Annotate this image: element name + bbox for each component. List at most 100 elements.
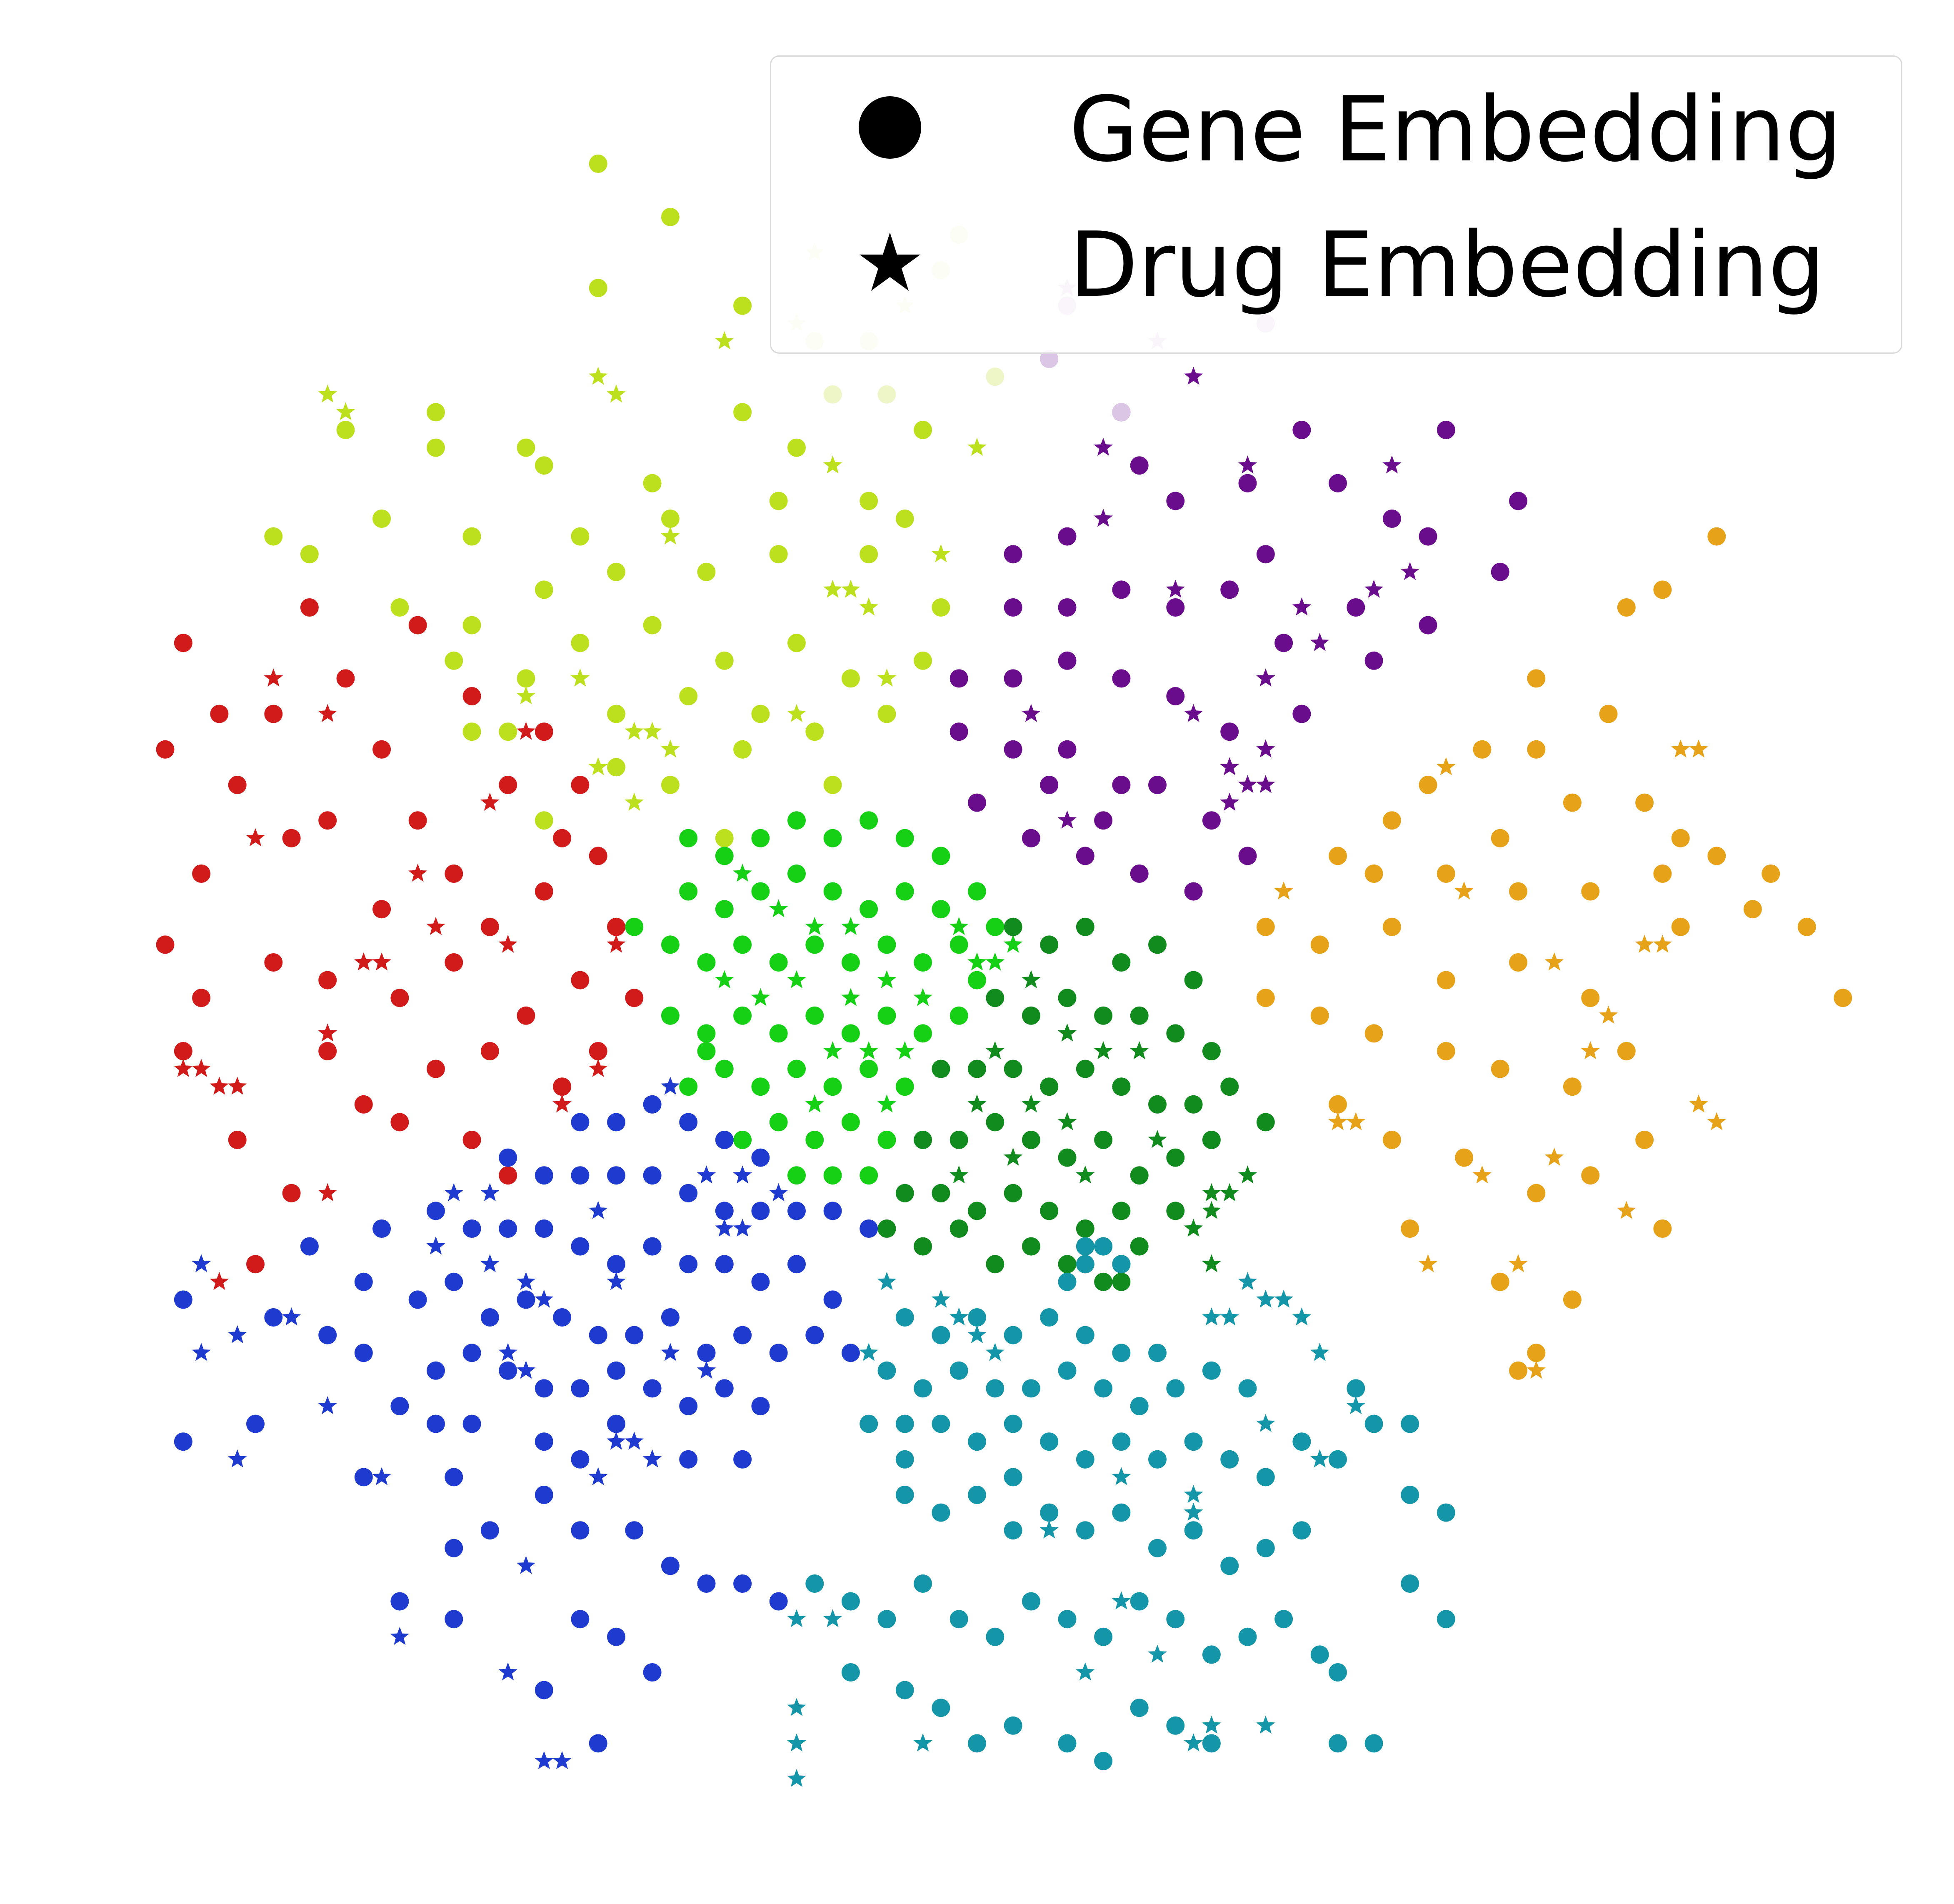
gene-embedding-point (697, 1024, 716, 1043)
gene-embedding-point (968, 793, 986, 812)
drug-embedding-point (1437, 757, 1456, 775)
gene-embedding-point (1419, 616, 1437, 635)
gene-embedding-point (1256, 989, 1275, 1007)
drug-embedding-point (642, 1449, 662, 1468)
gene-embedding-point (1292, 705, 1311, 723)
gene-embedding-point (1166, 598, 1185, 617)
gene-embedding-point (751, 1148, 770, 1167)
gene-embedding-point (841, 1113, 860, 1132)
drug-embedding-point (823, 580, 842, 598)
gene-embedding-point (571, 1610, 590, 1629)
gene-embedding-point (174, 1042, 192, 1060)
drug-embedding-point (1544, 952, 1564, 971)
gene-embedding-point (372, 740, 391, 759)
gene-embedding-point (895, 1450, 914, 1469)
gene-embedding-point (1094, 1379, 1113, 1398)
drug-embedding-point (588, 1201, 608, 1219)
drug-embedding-point (1635, 935, 1654, 953)
drug-embedding-point (1346, 1396, 1366, 1414)
gene-embedding-point (1382, 811, 1401, 830)
drug-embedding-point (1238, 1272, 1257, 1290)
gene-embedding-point (968, 1432, 986, 1451)
gene-embedding-point (607, 1361, 625, 1380)
gene-embedding-point (1004, 1059, 1022, 1078)
drug-embedding-point (1022, 1094, 1041, 1113)
drug-embedding-point (877, 1272, 897, 1290)
gene-embedding-point (1112, 1344, 1131, 1362)
gene-embedding-point (427, 1202, 445, 1220)
gene-embedding-point (1112, 403, 1131, 422)
gene-embedding-point (1329, 1095, 1347, 1114)
gene-embedding-point (1238, 1379, 1257, 1398)
gene-embedding-point (1022, 829, 1040, 847)
gene-embedding-point (895, 1184, 914, 1202)
gene-embedding-point (1094, 1627, 1113, 1646)
drug-embedding-point (661, 1077, 680, 1095)
gene-embedding-point (643, 1379, 662, 1398)
gene-embedding-point (986, 989, 1004, 1007)
drug-embedding-point (1310, 1449, 1329, 1468)
gene-embedding-point (1274, 634, 1293, 652)
legend-entry-drug: Drug Embedding (771, 200, 1901, 325)
gene-embedding-point (1419, 527, 1437, 546)
drug-embedding-point (1689, 1094, 1708, 1113)
gene-embedding-point (445, 1610, 463, 1629)
gene-embedding-point (607, 562, 625, 581)
gene-embedding-point (1004, 1468, 1022, 1487)
gene-embedding-point (932, 847, 950, 865)
gene-embedding-point (571, 776, 590, 794)
gene-embedding-point (589, 155, 607, 173)
gene-embedding-point (1094, 1237, 1113, 1256)
gene-embedding-point (354, 1272, 373, 1291)
gene-embedding-point (841, 1024, 860, 1043)
gene-embedding-point (174, 634, 192, 652)
gene-embedding-point (895, 1486, 914, 1504)
gene-embedding-point (1401, 1414, 1419, 1433)
gene-embedding-point (499, 1361, 517, 1380)
gene-embedding-point (535, 1486, 553, 1504)
gene-embedding-point (1166, 1024, 1185, 1043)
gene-embedding-point (571, 1379, 590, 1398)
scatter-points (156, 155, 1852, 1787)
gene-embedding-point (1707, 527, 1726, 546)
gene-embedding-point (1058, 1272, 1077, 1291)
drug-embedding-point (787, 1698, 806, 1716)
gene-embedding-point (661, 207, 680, 226)
gene-embedding-point (860, 811, 878, 830)
drug-embedding-point (1166, 580, 1185, 598)
gene-embedding-point (679, 882, 698, 901)
gene-embedding-point (1166, 492, 1185, 510)
gene-embedding-point (1184, 1521, 1203, 1540)
drug-embedding-point (967, 1094, 987, 1113)
gene-embedding-point (607, 705, 625, 723)
drug-embedding-point (1653, 935, 1672, 953)
gene-embedding-point (480, 1521, 499, 1540)
gene-embedding-point (1437, 1503, 1455, 1522)
drug-embedding-point (516, 1556, 536, 1574)
drug-embedding-point (1346, 1112, 1366, 1130)
gene-embedding-point (1004, 545, 1022, 564)
gene-embedding-point (1094, 1006, 1113, 1025)
gene-embedding-point (354, 1344, 373, 1362)
drug-embedding-point (227, 1325, 247, 1343)
gene-embedding-point (877, 1361, 896, 1380)
gene-embedding-point (1635, 793, 1654, 812)
gene-embedding-point (679, 1113, 698, 1132)
gene-embedding-point (535, 1166, 553, 1185)
gene-embedding-point (932, 1699, 950, 1717)
gene-embedding-point (1202, 1042, 1221, 1060)
gene-embedding-point (1112, 580, 1131, 599)
gene-embedding-point (372, 900, 391, 919)
drug-embedding-point (1094, 437, 1113, 456)
drug-embedding-point (210, 1077, 229, 1095)
drug-embedding-point (1148, 1644, 1167, 1663)
gene-embedding-point (1076, 1326, 1094, 1344)
gene-embedding-point (1004, 740, 1022, 759)
drug-embedding-point (588, 757, 608, 775)
drug-embedding-point (823, 455, 842, 474)
gene-embedding-point (480, 1042, 499, 1060)
legend-label-drug: Drug Embedding (1069, 212, 1825, 317)
drug-embedding-point (949, 1165, 969, 1184)
gene-embedding-point (1130, 1237, 1149, 1256)
drug-embedding-point (1184, 1502, 1203, 1521)
